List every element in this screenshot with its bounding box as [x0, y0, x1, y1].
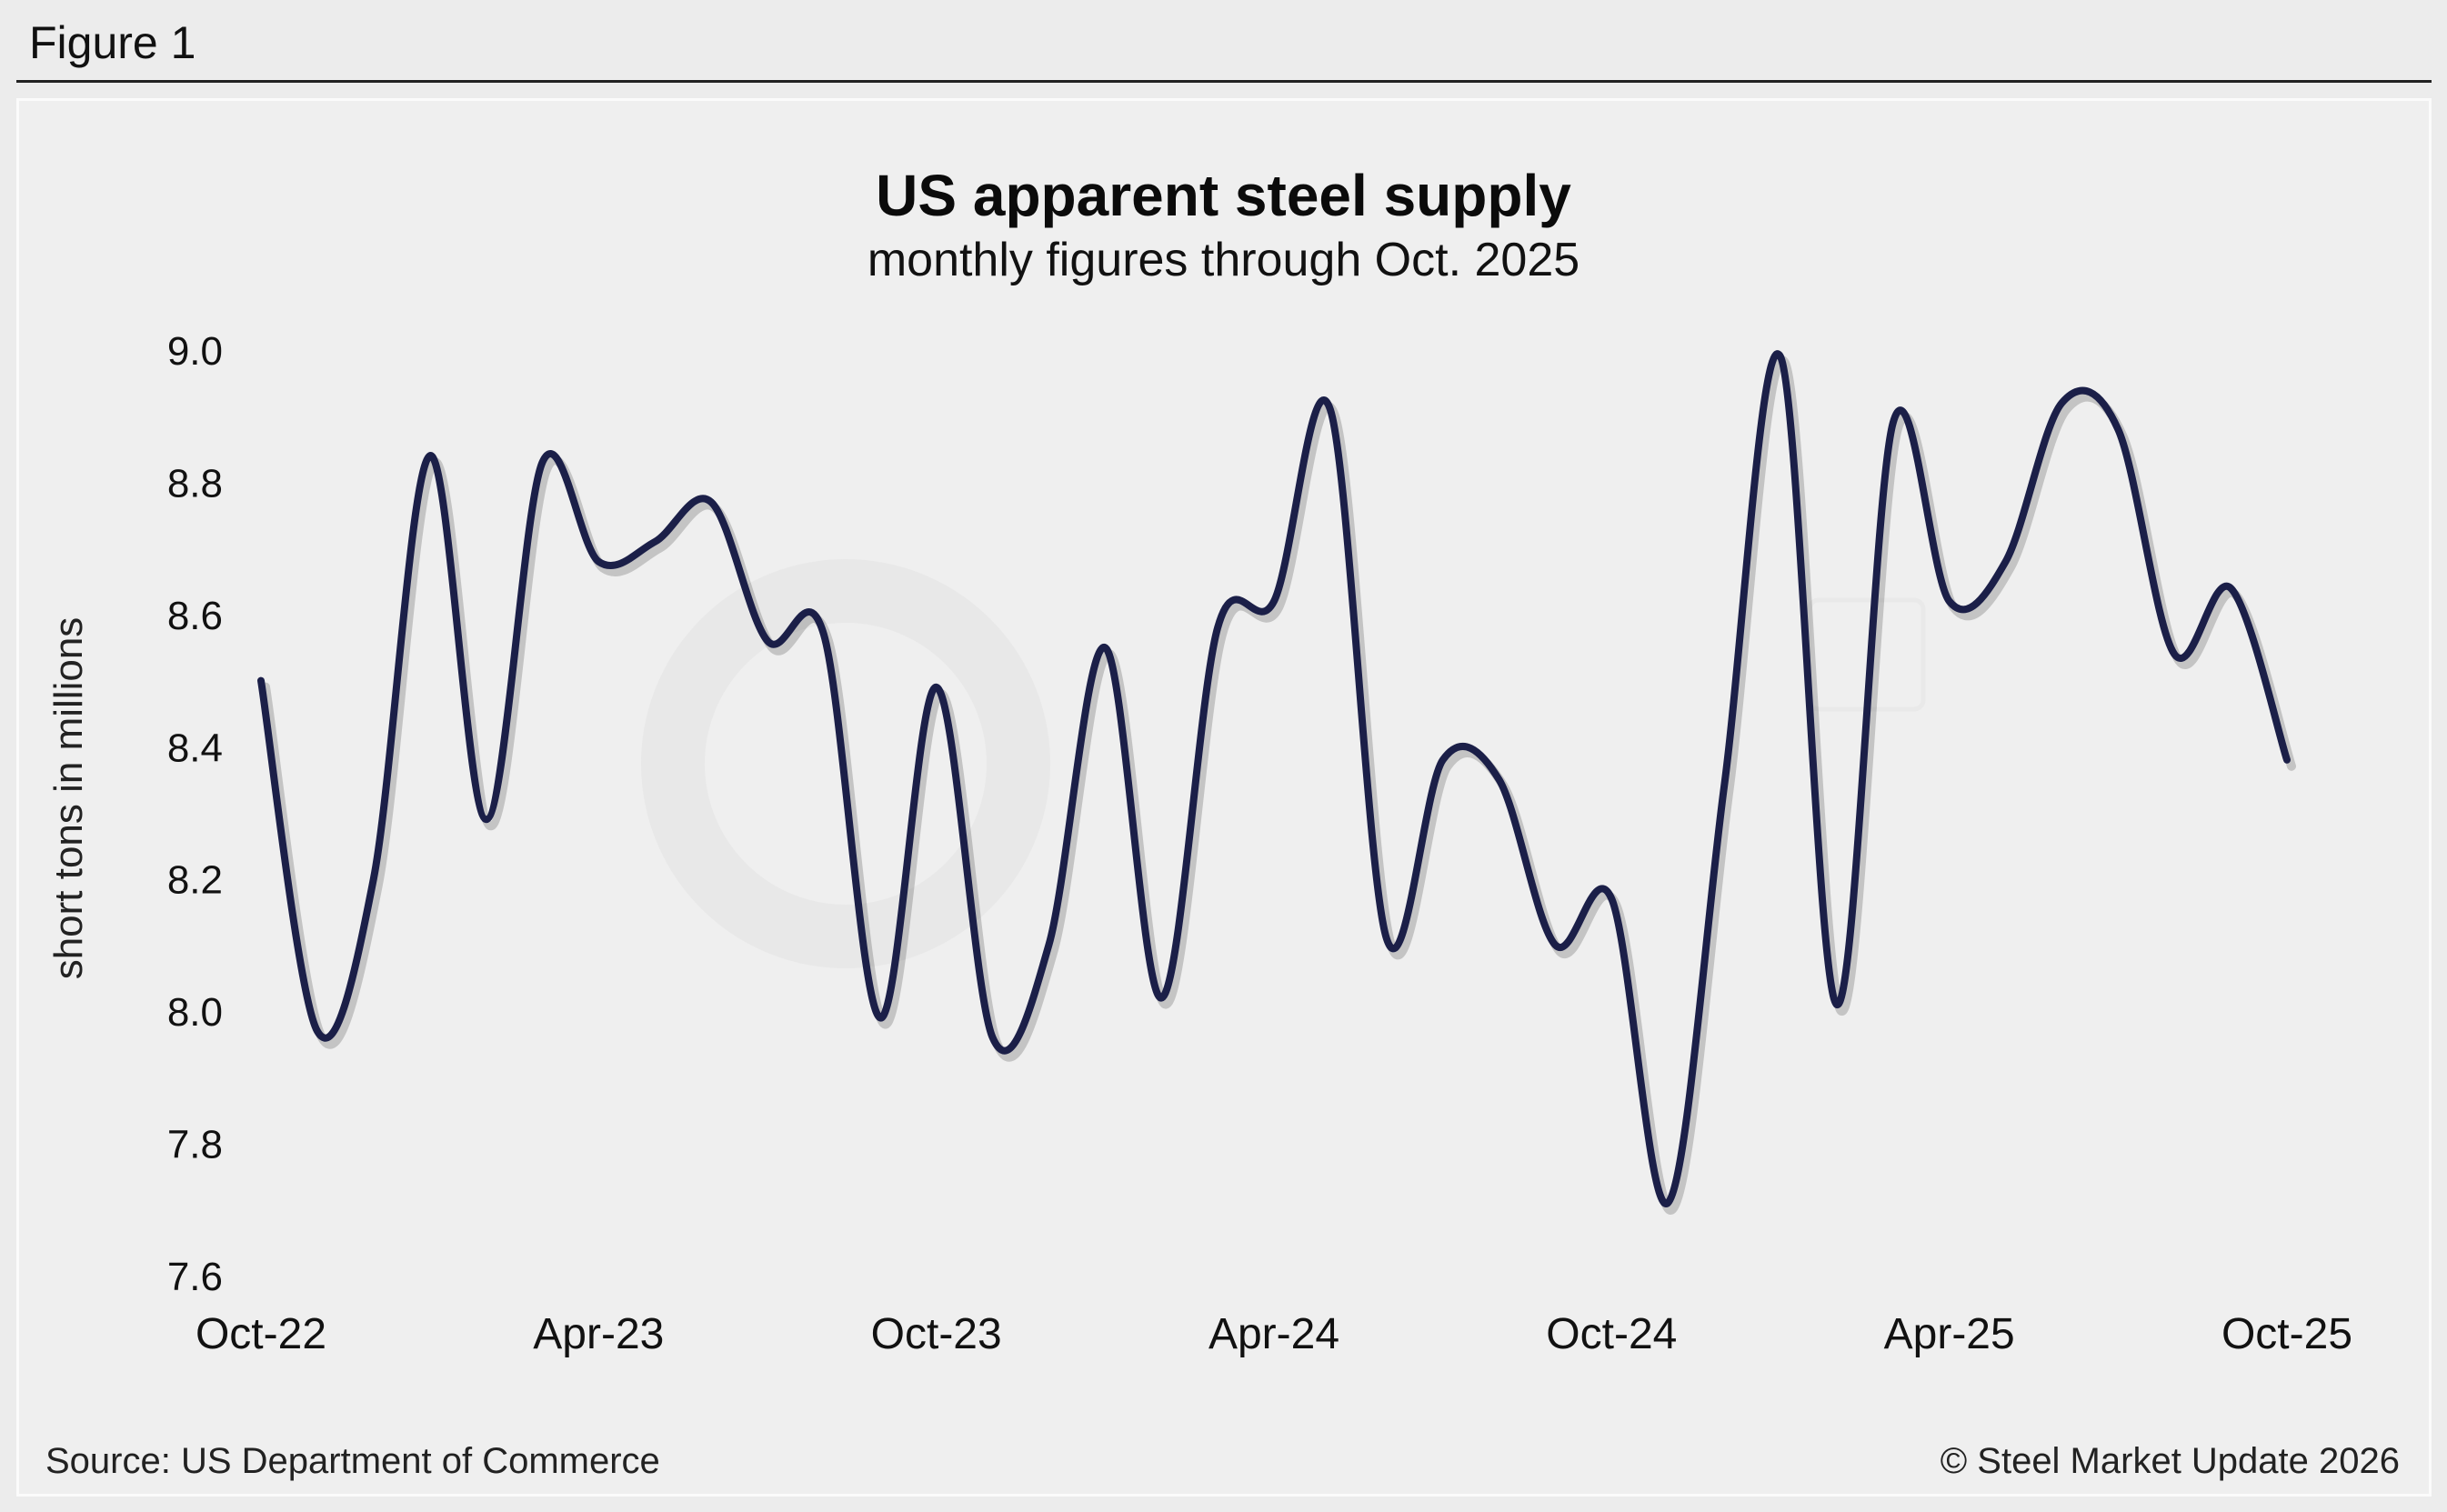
x-tick-label: Oct-25 — [2221, 1310, 2352, 1358]
data-point-Dec-24 — [1720, 783, 1728, 790]
data-point-Apr-23 — [595, 558, 602, 566]
data-point-Oct-22 — [257, 677, 265, 685]
figure-divider — [16, 80, 2432, 83]
data-point-Jul-23 — [764, 637, 771, 645]
x-tick-label: Oct-23 — [871, 1310, 1002, 1358]
y-tick-label: 8.0 — [167, 990, 223, 1035]
y-tick-label: 9.0 — [167, 329, 223, 374]
x-tick-label: Apr-25 — [1884, 1310, 2015, 1358]
data-point-Jul-25 — [2114, 426, 2121, 433]
x-tick-label: Apr-23 — [533, 1310, 664, 1358]
data-point-Jul-24 — [1439, 756, 1447, 764]
y-tick-label: 7.8 — [167, 1123, 223, 1167]
data-point-Aug-23 — [820, 631, 827, 638]
data-point-Mar-23 — [538, 459, 546, 466]
data-point-Nov-24 — [1664, 1199, 1671, 1207]
data-point-Nov-23 — [989, 1034, 997, 1041]
data-point-Nov-22 — [314, 1027, 321, 1035]
data-point-Aug-25 — [2171, 650, 2178, 657]
source-note: Source: US Department of Commerce — [45, 1441, 660, 1481]
data-point-Mar-25 — [1890, 419, 1897, 426]
data-point-Oct-25 — [2283, 756, 2291, 764]
data-point-Apr-24 — [1270, 597, 1278, 605]
data-point-Jun-23 — [707, 498, 715, 506]
data-point-Jan-24 — [1101, 644, 1108, 651]
data-point-May-23 — [651, 538, 658, 546]
x-axis-ticks: Oct-22 Apr-23 Oct-23 Apr-24 Oct-24 Apr-25 Oct-… — [196, 1310, 2352, 1358]
data-point-Jan-25 — [1777, 353, 1784, 360]
y-axis-ticks: 9.0 8.8 8.6 8.4 8.2 8.0 7.8 7.6 — [167, 329, 223, 1299]
copyright-note: © Steel Market Update 2026 — [1940, 1441, 2400, 1481]
y-tick-label: 8.8 — [167, 461, 223, 506]
y-axis-title: short tons in millions — [46, 616, 91, 980]
series-line — [257, 350, 2291, 1207]
data-point-Sep-24 — [1551, 941, 1559, 948]
data-point-Feb-23 — [483, 816, 490, 823]
data-point-Feb-25 — [1833, 1001, 1840, 1008]
x-tick-label: Oct-24 — [1546, 1310, 1677, 1358]
x-tick-label: Apr-24 — [1208, 1310, 1339, 1358]
figure-label: Figure 1 — [29, 17, 196, 68]
data-point-Sep-25 — [2227, 585, 2234, 592]
y-tick-label: 8.6 — [167, 594, 223, 638]
data-point-Dec-23 — [1045, 941, 1052, 948]
data-point-Dec-22 — [370, 876, 377, 883]
data-point-Feb-24 — [1158, 995, 1165, 1002]
data-point-May-24 — [1327, 406, 1334, 413]
data-point-Sep-23 — [877, 1014, 884, 1021]
chart-subtitle: monthly figures through Oct. 2025 — [867, 234, 1580, 286]
data-point-Mar-24 — [1214, 624, 1221, 631]
series-points — [257, 353, 2291, 1207]
x-tick-label: Oct-22 — [196, 1310, 326, 1358]
data-point-Jan-23 — [426, 452, 434, 459]
data-point-Oct-24 — [1608, 896, 1615, 903]
data-point-Jun-24 — [1383, 935, 1390, 942]
y-tick-label: 8.4 — [167, 726, 223, 770]
chart-panel — [16, 98, 2432, 1497]
data-point-Oct-23 — [933, 684, 940, 691]
data-point-Jun-25 — [2058, 399, 2065, 406]
y-tick-label: 8.2 — [167, 858, 223, 903]
y-tick-label: 7.6 — [167, 1255, 223, 1299]
chart-title: US apparent steel supply — [876, 163, 1571, 228]
data-point-May-25 — [2002, 558, 2010, 566]
data-point-Apr-25 — [1946, 597, 1953, 605]
data-point-Aug-24 — [1496, 776, 1503, 784]
